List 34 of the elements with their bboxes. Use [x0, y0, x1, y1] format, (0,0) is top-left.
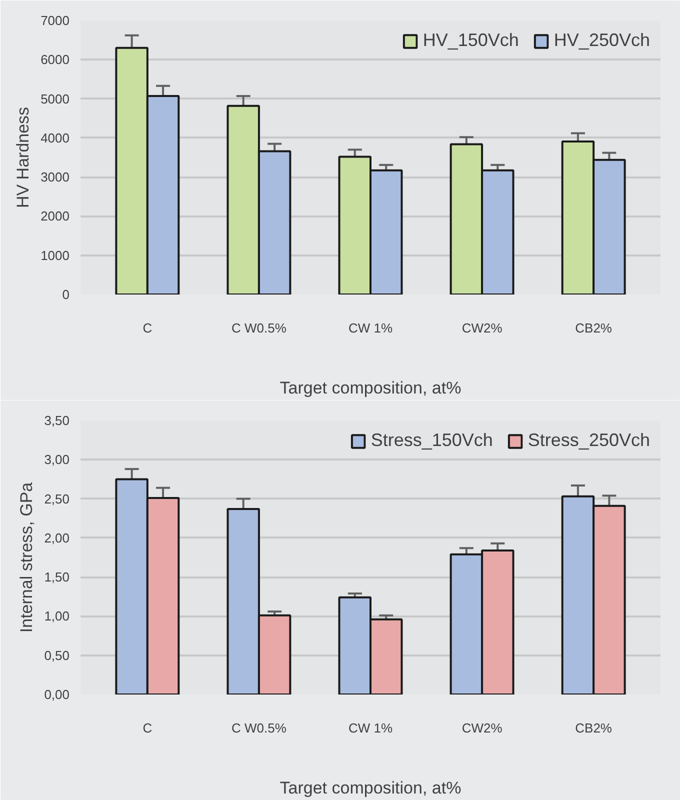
- y-tick-label: 7000: [40, 13, 70, 28]
- x-tick-label: CB2%: [575, 720, 612, 736]
- y-tick-label: 3,50: [44, 413, 70, 428]
- x-axis-title: Target composition, at%: [280, 778, 462, 798]
- y-tick-label: 3,00: [44, 452, 70, 468]
- x-tick-label: CW2%: [462, 320, 503, 336]
- y-tick-label: 0,50: [44, 648, 70, 663]
- x-tick-label: C W0.5%: [232, 720, 287, 736]
- y-tick-label: 1,00: [44, 608, 70, 624]
- y-tick-label: 4000: [40, 130, 70, 146]
- y-tick-label: 5000: [40, 91, 70, 106]
- y-tick-label: 1,50: [44, 570, 70, 585]
- y-tick-label: 1000: [40, 248, 70, 263]
- y-axis-title: HV Hardness: [14, 106, 33, 208]
- y-tick-label: 2000: [40, 208, 70, 224]
- x-tick-label: CW2%: [462, 720, 503, 736]
- y-tick-label: 3000: [40, 170, 70, 185]
- legend-label: Stress_150Vch: [370, 430, 493, 451]
- x-axis-title: Target composition, at%: [280, 378, 462, 398]
- y-axis-title: Internal stress, GPa: [17, 482, 36, 633]
- x-tick-label: CW 1%: [348, 320, 393, 336]
- x-tick-label: C: [142, 320, 152, 336]
- x-tick-label: C W0.5%: [232, 320, 287, 336]
- y-tick-label: 6000: [40, 52, 70, 68]
- y-tick-label: 0: [62, 287, 70, 302]
- x-tick-label: CB2%: [575, 320, 612, 336]
- y-tick-label: 2,00: [44, 530, 70, 546]
- legend-label: HV_250Vch: [554, 30, 650, 51]
- y-tick-label: 0,00: [44, 687, 70, 702]
- x-tick-label: CW 1%: [348, 720, 393, 736]
- y-tick-label: 2,50: [44, 491, 70, 506]
- x-tick-label: C: [142, 720, 152, 736]
- legend-label: HV_150Vch: [422, 30, 519, 51]
- legend-label: Stress_250Vch: [528, 430, 650, 451]
